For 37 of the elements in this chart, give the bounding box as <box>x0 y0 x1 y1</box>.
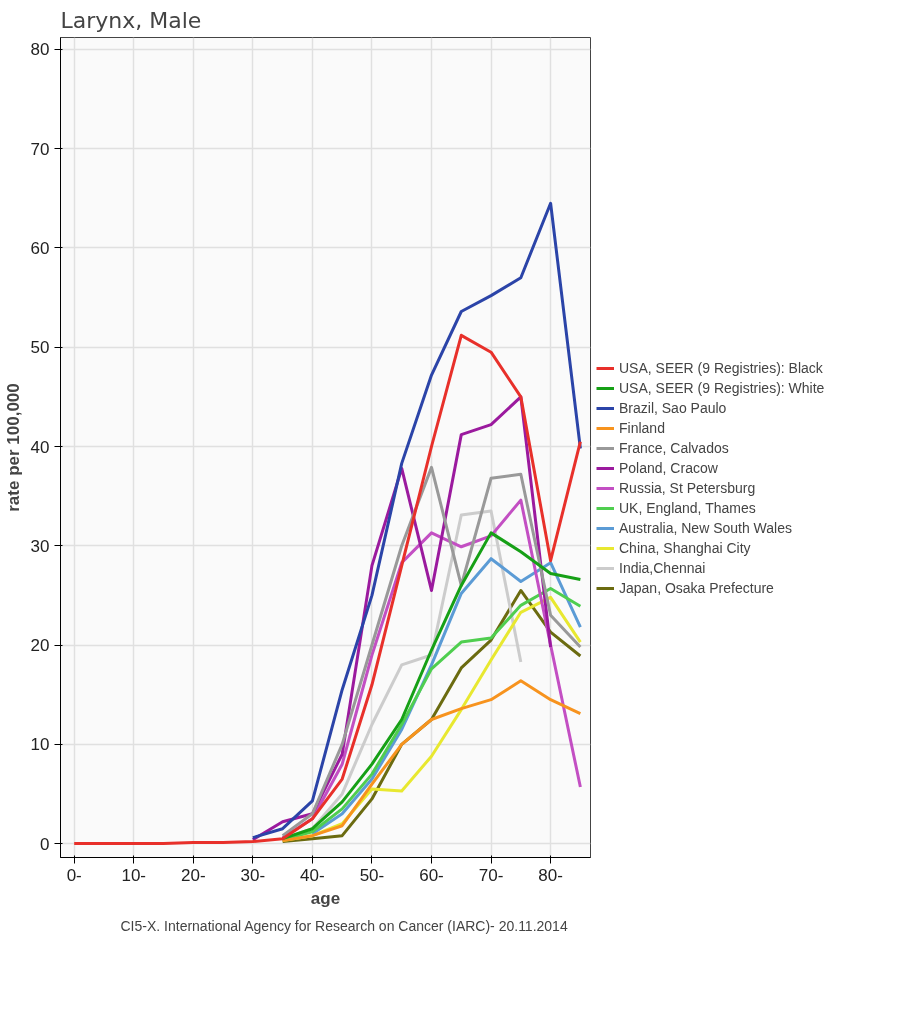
y-axis-title: rate per 100,000 <box>3 383 23 512</box>
x-axis-title: age <box>310 888 341 908</box>
legend-label: USA, SEER (9 Registries): White <box>619 379 825 397</box>
chart-title: Larynx, Male <box>60 7 202 33</box>
y-tick-label: 40 <box>30 437 50 457</box>
y-tick-label: 50 <box>30 338 50 358</box>
y-tick-label: 20 <box>30 636 50 656</box>
legend-label: Brazil, Sao Paulo <box>619 399 727 417</box>
x-tick-label: 50- <box>359 865 385 885</box>
text: CI5-X. International Agency for Research on Cancer (IARC)- 20.11.2014 <box>120 917 568 934</box>
x-tick-label: 60- <box>419 865 444 885</box>
x-tick-label: 20- <box>181 865 206 885</box>
x-tick-label: 30- <box>240 865 266 885</box>
legend-label: UK, England, Thames <box>619 499 756 517</box>
legend-label: Russia, St Petersburg <box>619 479 756 497</box>
line-series <box>72 333 582 846</box>
legend-label: Poland, Cracow <box>619 459 718 477</box>
y-tick-label: 70 <box>30 139 50 159</box>
legend-label: India,Chennai <box>619 559 706 577</box>
x-tick-label: 70- <box>478 865 504 885</box>
line-series <box>281 679 582 843</box>
x-tick-label: 0- <box>66 865 82 885</box>
y-tick-label: 60 <box>30 238 50 258</box>
x-tick-label: 80- <box>538 865 563 885</box>
y-tick-label: 30 <box>30 536 50 556</box>
legend-label: Australia, New South Wales <box>619 519 792 537</box>
legend-label: China, Shanghai City <box>619 539 751 557</box>
x-tick-label: 40- <box>300 865 325 885</box>
legend-label: Japan, Osaka Prefecture <box>619 579 774 597</box>
y-tick-label: 80 <box>30 40 50 60</box>
y-tick-label: 0 <box>40 834 50 854</box>
y-tick-label: 10 <box>30 735 50 755</box>
legend-label: France, Calvados <box>619 439 729 457</box>
legend-label: USA, SEER (9 Registries): Black <box>619 359 823 377</box>
x-tick-label: 10- <box>121 865 147 885</box>
legend-label: Finland <box>619 419 665 437</box>
line-series <box>251 201 582 840</box>
